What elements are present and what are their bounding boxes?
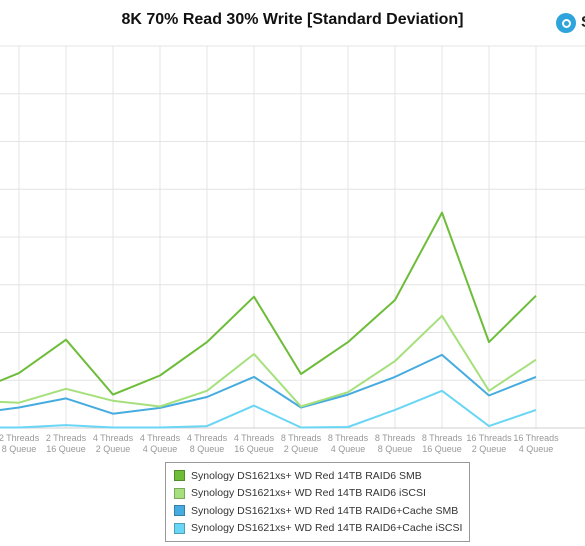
- x-tick-label: 2 Threads 16 Queue: [46, 433, 87, 454]
- legend-label: Synology DS1621xs+ WD Red 14TB RAID6 iSC…: [191, 487, 426, 500]
- x-tick-label: 4 Threads 16 Queue: [234, 433, 275, 454]
- gridlines: [0, 45, 585, 428]
- series-line: [0, 353, 537, 415]
- legend-item[interactable]: Synology DS1621xs+ WD Red 14TB RAID6+Cac…: [174, 520, 469, 538]
- legend-item[interactable]: Synology DS1621xs+ WD Red 14TB RAID6 iSC…: [174, 485, 469, 503]
- x-tick-label: 2 Threads 8 Queue: [0, 433, 40, 454]
- x-tick-label: 4 Threads 4 Queue: [140, 433, 181, 454]
- x-tick-label: 16 Threads 2 Queue: [466, 433, 512, 454]
- brand-logo-icon: [556, 13, 576, 33]
- series-lines: [0, 211, 537, 429]
- series-line: [0, 314, 537, 408]
- series-line: [0, 211, 537, 396]
- x-tick-label: 8 Threads 2 Queue: [281, 433, 322, 454]
- legend-label: Synology DS1621xs+ WD Red 14TB RAID6+Cac…: [191, 522, 463, 535]
- legend-swatch: [174, 505, 185, 517]
- series-line: [0, 389, 537, 429]
- legend-label: Synology DS1621xs+ WD Red 14TB RAID6+Cac…: [191, 504, 459, 517]
- chart-title: 8K 70% Read 30% Write [Standard Deviatio…: [121, 11, 464, 28]
- legend-item[interactable]: Synology DS1621xs+ WD Red 14TB RAID6 SMB: [174, 467, 469, 485]
- legend-swatch: [174, 487, 185, 499]
- legend-swatch: [174, 470, 185, 482]
- x-tick-label: 8 Threads 4 Queue: [328, 433, 369, 454]
- x-tick-label: 4 Threads 2 Queue: [93, 433, 134, 454]
- x-tick-label: 4 Threads 8 Queue: [187, 433, 228, 454]
- legend-item[interactable]: Synology DS1621xs+ WD Red 14TB RAID6+Cac…: [174, 502, 469, 520]
- legend: Synology DS1621xs+ WD Red 14TB RAID6 SMB…: [165, 462, 470, 542]
- x-tick-label: 8 Threads 8 Queue: [375, 433, 416, 454]
- x-tick-label: 8 Threads 16 Queue: [422, 433, 463, 454]
- brand-logo[interactable]: S: [556, 13, 585, 33]
- x-tick-label: 16 Threads 4 Queue: [513, 433, 559, 454]
- legend-swatch: [174, 522, 185, 534]
- legend-label: Synology DS1621xs+ WD Red 14TB RAID6 SMB: [191, 469, 422, 482]
- brand-label: S: [581, 14, 585, 32]
